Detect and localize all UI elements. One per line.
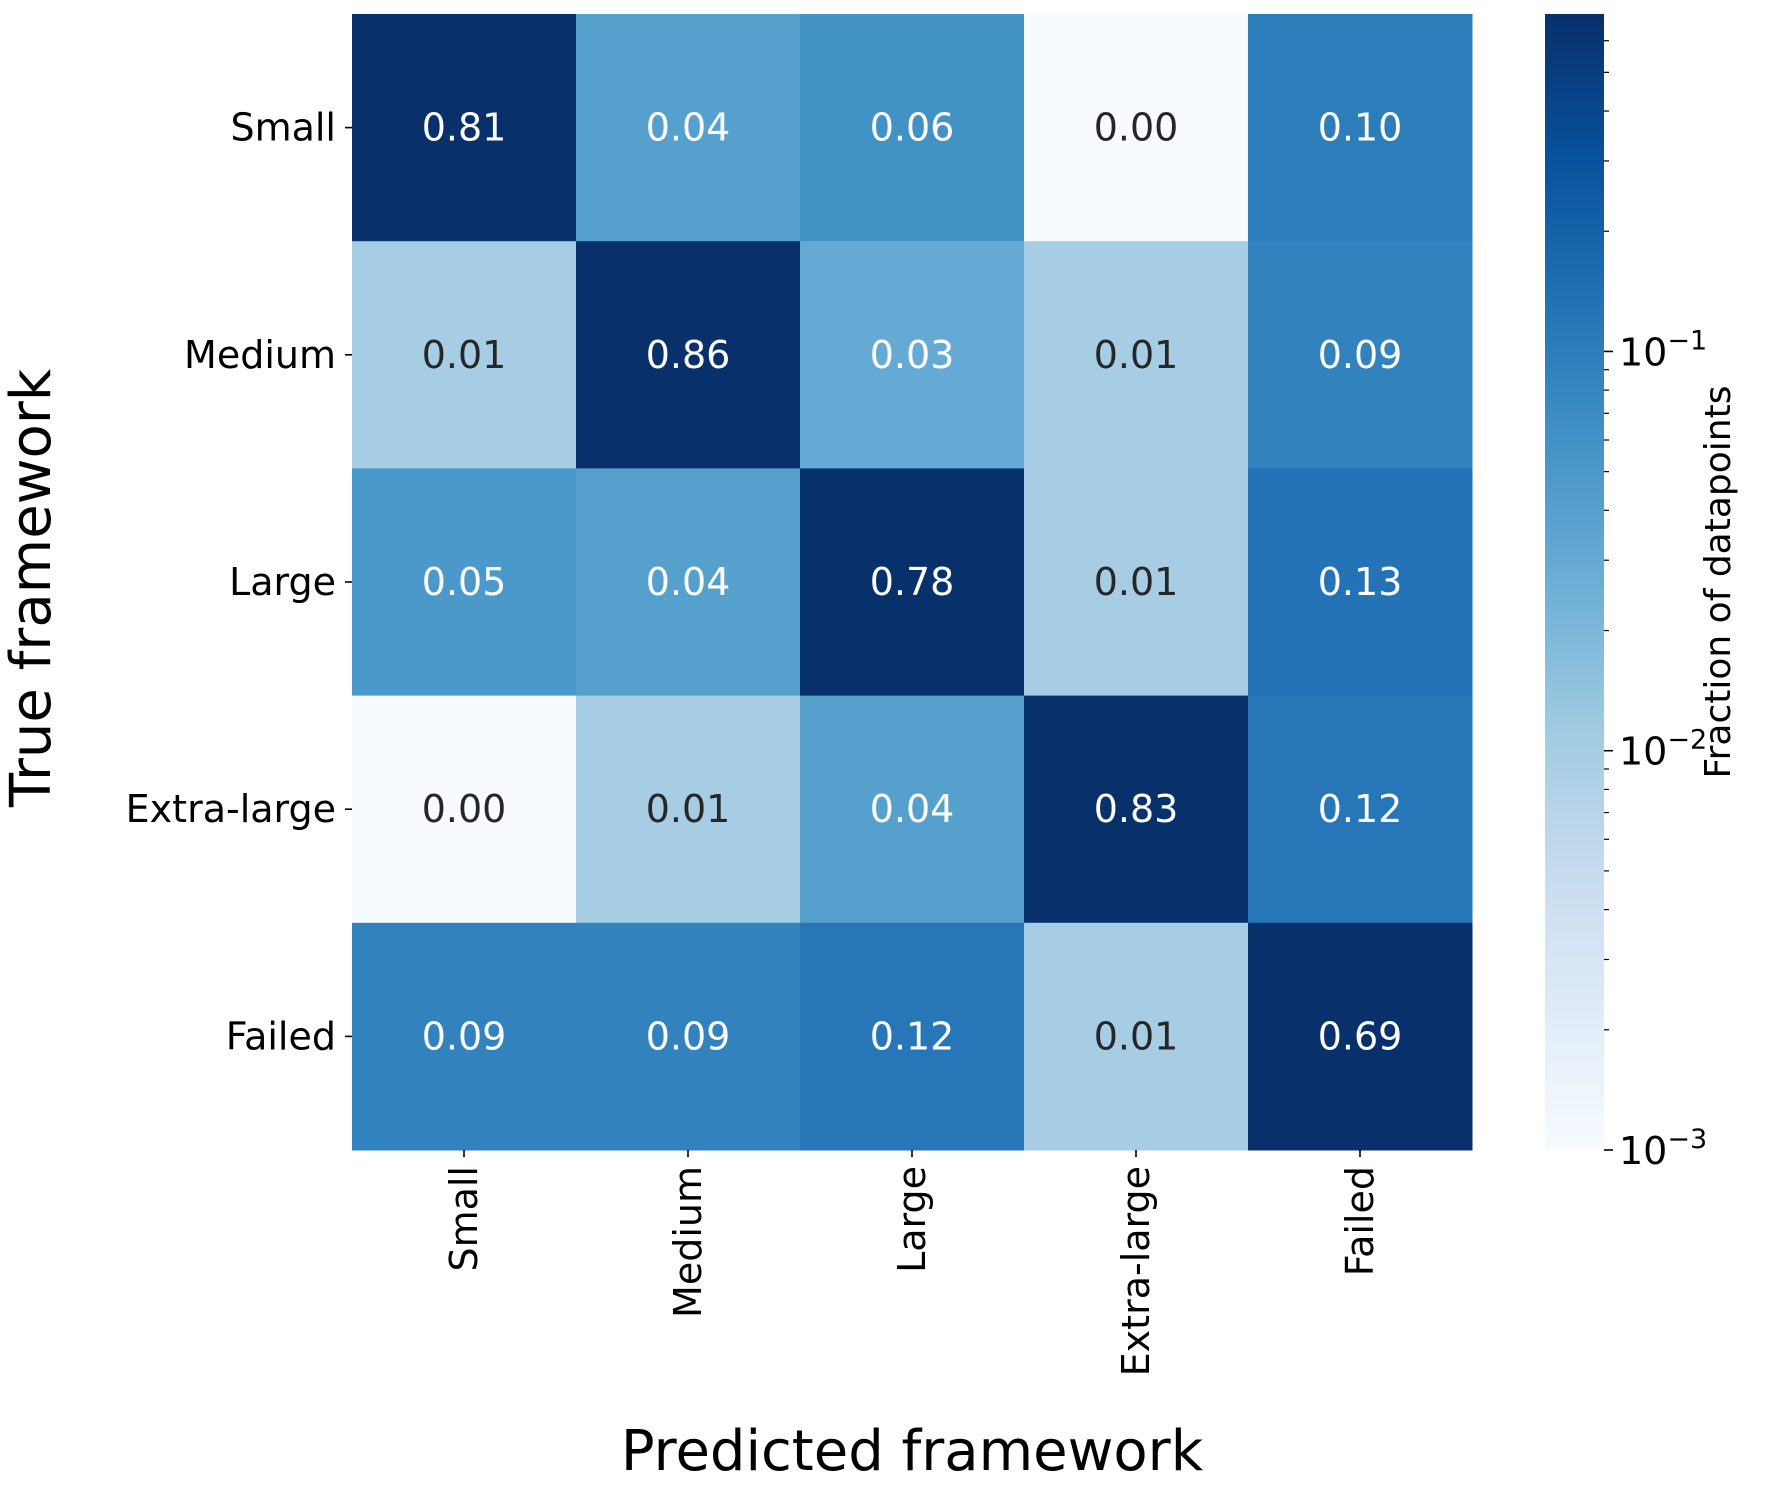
heatmap-cell [800,468,1025,697]
cell-annotation: 0.04 [646,106,731,150]
cell-annotation: 0.12 [870,1014,955,1058]
cell-annotation: 0.69 [1318,1014,1403,1058]
heatmap-cell [576,468,801,697]
y-tick-label: Failed [226,1014,336,1058]
cell-annotation: 0.00 [422,787,507,831]
cell-annotation: 0.09 [646,1014,731,1058]
cell-annotation: 0.09 [422,1014,507,1058]
heatmap-cell [352,922,577,1151]
heatmap-cell [1024,695,1249,924]
heatmap-cell [1248,922,1473,1151]
heatmap-cell [352,695,577,924]
heatmap-cell [576,695,801,924]
x-tick-label: Extra-large [1114,1166,1158,1376]
colorbar-gradient [1545,14,1604,1150]
y-tick-label: Small [230,106,336,150]
heatmap-cell [800,14,1025,242]
cell-annotation: 0.01 [1094,560,1179,604]
cell-annotation: 0.86 [646,333,731,377]
cell-annotation: 0.03 [870,333,955,377]
heatmap-cell [352,468,577,697]
heatmap-cell [800,241,1025,469]
cell-annotation: 0.01 [646,787,731,831]
y-tick-label: Medium [184,333,336,377]
cell-annotation: 0.81 [422,106,507,150]
colorbar-ticks: 10−1 10−2 10−3 [1604,40,1707,1173]
heatmap-cells [352,14,1473,1151]
colorbar-tick-label: 10−3 [1619,1124,1707,1173]
x-axis-ticks: Small Medium Large Extra-large Failed [442,1150,1382,1376]
colorbar-label: Fraction of datapoints [1698,386,1739,779]
cell-annotations: 0.81 0.04 0.06 0.00 0.10 0.01 0.86 0.03 0.01 0.09… [422,106,1403,1059]
x-axis-label: Predicted framework [621,1419,1204,1484]
heatmap-cell [800,695,1025,924]
heatmap-cell [1024,14,1249,242]
cell-annotation: 0.12 [1318,787,1403,831]
cell-annotation: 0.00 [1094,106,1179,150]
colorbar-tick-label: 10−2 [1619,725,1707,774]
cell-annotation: 0.78 [870,560,955,604]
y-tick-label: Large [229,560,336,604]
cell-annotation: 0.09 [1318,333,1403,377]
cell-annotation: 0.83 [1094,787,1179,831]
x-tick-label: Small [442,1166,486,1272]
cell-annotation: 0.01 [422,333,507,377]
y-axis-label: True framework [0,368,64,808]
cell-annotation: 0.13 [1318,560,1403,604]
cell-annotation: 0.06 [870,106,955,150]
x-tick-label: Failed [1338,1166,1382,1276]
heatmap-cell [1248,14,1473,242]
heatmap-cell [1024,922,1249,1151]
heatmap-cell [1248,468,1473,697]
cell-annotation: 0.04 [870,787,955,831]
heatmap-cell [800,922,1025,1151]
x-tick-label: Medium [666,1166,710,1318]
heatmap-cell [1248,695,1473,924]
cell-annotation: 0.05 [422,560,507,604]
heatmap-cell [576,241,801,469]
y-axis-ticks: Small Medium Large Extra-large Failed [126,106,352,1058]
colorbar-tick-label: 10−1 [1619,325,1707,374]
heatmap-cell [352,241,577,469]
heatmap-cell [352,14,577,242]
x-tick-label: Large [890,1166,934,1273]
cell-annotation: 0.01 [1094,333,1179,377]
cell-annotation: 0.04 [646,560,731,604]
cell-annotation: 0.01 [1094,1014,1179,1058]
colorbar: 10−1 10−2 10−3 Fraction of datapoints [1545,14,1739,1173]
heatmap-cell [1024,468,1249,697]
cell-annotation: 0.10 [1318,106,1403,150]
heatmap-cell [576,922,801,1151]
y-tick-label: Extra-large [126,787,336,831]
heatmap-cell [1024,241,1249,469]
heatmap-cell [1248,241,1473,469]
heatmap-cell [576,14,801,242]
